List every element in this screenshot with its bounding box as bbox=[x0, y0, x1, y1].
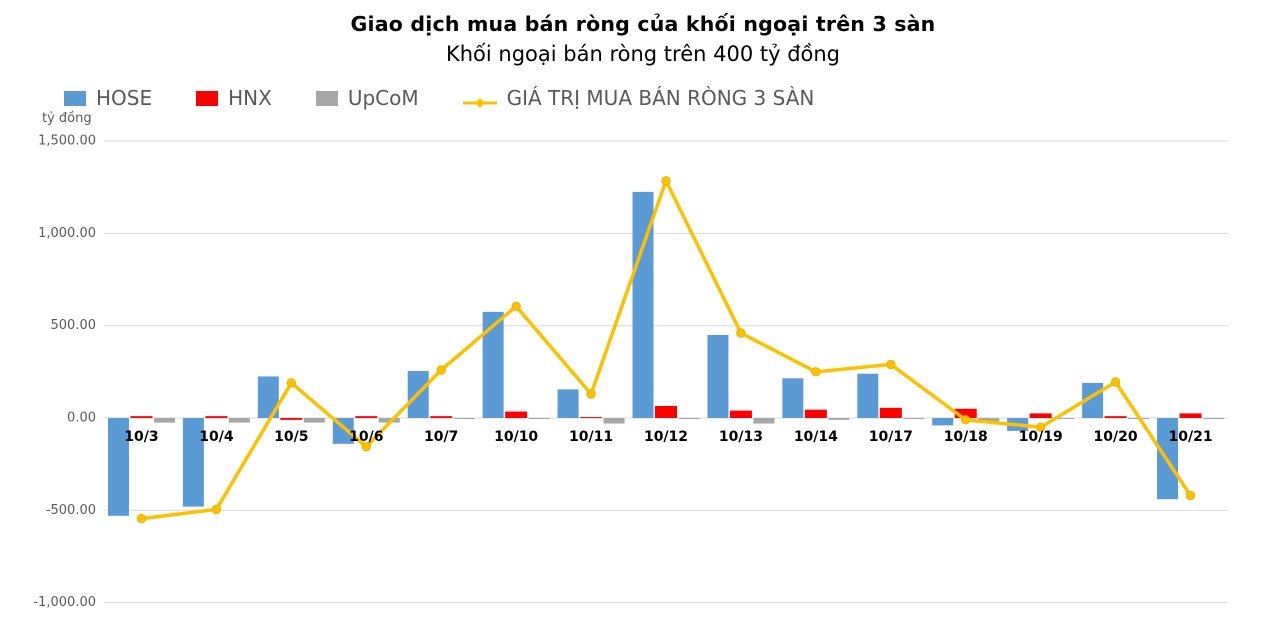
bar-upcom-10/12 bbox=[678, 418, 700, 419]
y-tick-label: -1,000.00 bbox=[33, 595, 96, 610]
x-axis-label-10/11: 10/11 bbox=[569, 429, 613, 445]
bar-upcom-10/11 bbox=[603, 418, 625, 424]
legend-label-hose: HOSE bbox=[96, 86, 153, 110]
x-axis-label-10/7: 10/7 bbox=[424, 429, 458, 445]
bar-hose-10/10 bbox=[482, 311, 504, 418]
x-axis-label-10/19: 10/19 bbox=[1019, 429, 1063, 445]
bar-hnx-10/18 bbox=[954, 408, 977, 418]
bar-hose-10/13 bbox=[707, 334, 729, 418]
bar-hose-10/12 bbox=[632, 191, 654, 418]
x-axis-label-10/6: 10/6 bbox=[349, 429, 383, 445]
x-axis-label-10/3: 10/3 bbox=[124, 429, 158, 445]
legend-label-upcom: UpCoM bbox=[347, 86, 419, 110]
line-point-10/5 bbox=[286, 378, 297, 388]
bar-hnx-10/3 bbox=[130, 416, 153, 418]
x-axis-label-10/12: 10/12 bbox=[644, 429, 688, 445]
line-marker-icon bbox=[462, 91, 497, 108]
line-point-10/19 bbox=[1035, 422, 1046, 432]
x-axis-label-10/10: 10/10 bbox=[494, 429, 538, 445]
bar-hnx-10/19 bbox=[1029, 413, 1052, 418]
hose-swatch-icon bbox=[64, 90, 86, 106]
upcom-swatch-icon bbox=[315, 90, 338, 106]
bar-upcom-10/5 bbox=[303, 418, 325, 423]
legend-item-hose: HOSE bbox=[64, 86, 152, 110]
bar-upcom-10/21 bbox=[1203, 418, 1225, 419]
line-point-10/21 bbox=[1185, 490, 1196, 501]
bar-hnx-10/4 bbox=[205, 416, 228, 418]
bar-hose-10/3 bbox=[107, 418, 129, 516]
y-tick-label: -500.00 bbox=[46, 503, 96, 518]
x-axis-label-10/18: 10/18 bbox=[944, 429, 988, 445]
chart-legend: HOSE HNX UpCoM GIÁ TRỊ MUA BÁN RÒNG 3 SÀ… bbox=[64, 84, 814, 112]
chart-title: Giao dịch mua bán ròng của khối ngoại tr… bbox=[350, 12, 936, 36]
bar-hose-10/4 bbox=[182, 418, 204, 507]
bar-upcom-10/13 bbox=[753, 418, 775, 424]
bar-upcom-10/10 bbox=[528, 418, 550, 419]
bar-hnx-10/10 bbox=[505, 411, 528, 418]
bar-hnx-10/21 bbox=[1179, 413, 1202, 418]
line-point-10/3 bbox=[136, 513, 147, 524]
bar-upcom-10/19 bbox=[1053, 418, 1075, 419]
line-point-10/13 bbox=[736, 328, 746, 338]
bar-upcom-10/7 bbox=[453, 418, 475, 419]
line-point-10/12 bbox=[661, 176, 671, 186]
line-point-10/14 bbox=[811, 367, 821, 377]
x-axis-label-10/13: 10/13 bbox=[719, 429, 763, 445]
bar-hnx-10/17 bbox=[879, 407, 902, 418]
line-point-10/11 bbox=[586, 389, 596, 399]
line-point-10/17 bbox=[886, 359, 896, 370]
hnx-swatch-icon bbox=[196, 90, 219, 106]
line-point-10/10 bbox=[511, 301, 521, 312]
bar-hose-10/11 bbox=[557, 389, 579, 418]
bar-hnx-10/5 bbox=[280, 418, 303, 420]
legend-label-total: GIÁ TRỊ MUA BÁN RÒNG 3 SÀN bbox=[506, 86, 815, 110]
bar-hose-10/14 bbox=[782, 378, 804, 418]
chart-subtitle: Khối ngoại bán ròng trên 400 tỷ đồng bbox=[445, 42, 841, 66]
y-axis-unit-label: tỷ đồng bbox=[42, 111, 92, 126]
bar-hnx-10/7 bbox=[430, 416, 453, 418]
legend-label-hnx: HNX bbox=[228, 86, 272, 110]
line-point-10/6 bbox=[361, 441, 371, 452]
bar-upcom-10/14 bbox=[828, 418, 850, 420]
x-axis-label-10/4: 10/4 bbox=[199, 429, 234, 445]
x-axis-label-10/20: 10/20 bbox=[1094, 429, 1138, 445]
line-point-10/20 bbox=[1110, 377, 1121, 387]
x-axis-label-10/5: 10/5 bbox=[274, 429, 308, 445]
y-tick-label: 500.00 bbox=[51, 318, 97, 333]
y-tick-label: 0.00 bbox=[67, 411, 96, 426]
bar-hnx-10/12 bbox=[655, 406, 677, 418]
line-point-10/7 bbox=[436, 365, 446, 375]
legend-item-hnx: HNX bbox=[196, 86, 272, 110]
x-axis-label-10/21: 10/21 bbox=[1168, 429, 1212, 445]
bar-upcom-10/6 bbox=[378, 418, 400, 423]
bar-hnx-10/20 bbox=[1104, 416, 1127, 418]
line-point-10/4 bbox=[211, 504, 222, 515]
bar-hnx-10/14 bbox=[804, 409, 827, 418]
bar-hnx-10/11 bbox=[580, 417, 603, 419]
bar-hnx-10/13 bbox=[729, 410, 752, 418]
bar-upcom-10/4 bbox=[228, 418, 250, 423]
x-axis-label-10/14: 10/14 bbox=[794, 429, 838, 445]
legend-item-total-line: GIÁ TRỊ MUA BÁN RÒNG 3 SÀN bbox=[462, 86, 815, 110]
bar-upcom-10/18 bbox=[978, 418, 1000, 422]
bar-hose-10/5 bbox=[257, 376, 279, 418]
y-tick-label: 1,500.00 bbox=[38, 134, 96, 149]
line-point-10/18 bbox=[961, 415, 971, 425]
bar-hose-10/18 bbox=[932, 418, 954, 426]
bar-upcom-10/17 bbox=[903, 418, 925, 419]
bar-hnx-10/6 bbox=[355, 416, 378, 418]
bar-hose-10/17 bbox=[857, 373, 879, 418]
legend-item-upcom: UpCoM bbox=[315, 86, 419, 110]
y-tick-label: 1,000.00 bbox=[38, 226, 96, 241]
x-axis-label-10/17: 10/17 bbox=[869, 429, 913, 445]
bar-upcom-10/3 bbox=[153, 418, 175, 423]
total-net-value-line bbox=[139, 179, 1193, 521]
